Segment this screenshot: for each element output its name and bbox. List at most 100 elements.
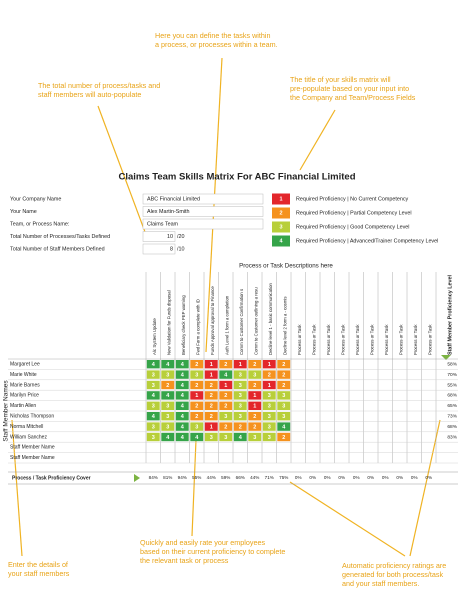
rating-cell: [146, 360, 160, 369]
staff-name: Norma Mitchell: [10, 424, 43, 430]
rating-cell: [175, 412, 189, 421]
rating-value: 4: [181, 404, 185, 410]
rating-cell: [233, 360, 247, 369]
rating-cell: [277, 380, 291, 390]
task-header: Process or Task: [427, 324, 432, 355]
rating-cell: [277, 412, 291, 421]
rating-value: 2: [282, 383, 285, 389]
rating-value: 4: [181, 372, 185, 378]
rating-value: 4: [181, 362, 185, 368]
rating-value: 3: [282, 404, 285, 410]
field-value: Claims Team: [147, 221, 179, 227]
rating-cell: [262, 370, 276, 379]
field-box: [142, 218, 264, 230]
arrow: [97, 105, 149, 241]
task-cover: 0%: [295, 475, 302, 480]
rating-value: 3: [268, 424, 271, 430]
task-header: Process or Task: [326, 324, 331, 355]
rating-value: 2: [224, 424, 227, 430]
rating-value: 2: [195, 414, 198, 420]
total-value: 8: [170, 246, 173, 252]
rating-cell: [219, 370, 233, 379]
rating-cell: [204, 360, 218, 369]
rating-value: 4: [195, 435, 199, 441]
arrow: [299, 109, 336, 171]
rating-value: 3: [239, 393, 242, 399]
rating-value: 3: [166, 424, 169, 430]
total-max: /10: [177, 246, 185, 252]
staff-score: 68%: [447, 393, 457, 399]
rating-cell: [204, 412, 218, 421]
task-header: Comm to Customer outlining a resu: [253, 287, 258, 355]
legend-swatch: [272, 207, 290, 219]
rating-value: 2: [210, 393, 213, 399]
task-header: Process or Task: [355, 324, 360, 355]
annotation-line: based on their current proficiency to co…: [140, 547, 285, 556]
arrow: [11, 419, 23, 557]
rating-value: 2: [195, 404, 198, 410]
rating-value: 4: [166, 435, 170, 441]
legend-text: Required Proficiency | No Current Compet…: [296, 196, 409, 202]
task-header: New Validation for Funds disposal: [166, 290, 171, 355]
task-cover: 0%: [425, 475, 432, 480]
annotation-line: staff members will auto-populate: [38, 90, 141, 99]
rating-cell: [262, 380, 276, 390]
field-value: ABC Financial Limited: [147, 196, 200, 202]
staff-score: 65%: [447, 403, 457, 409]
total-box: [142, 243, 176, 255]
arrow: [191, 439, 197, 537]
rating-value: 3: [239, 404, 242, 410]
task-cover: 0%: [353, 475, 360, 480]
rating-value: 2: [239, 424, 242, 430]
rating-value: 2: [224, 362, 227, 368]
task-cover: 71%: [265, 475, 274, 480]
rating-value: 3: [152, 424, 155, 430]
annotation-line: The total number of process/tasks and: [38, 81, 160, 90]
rating-value: 3: [152, 404, 155, 410]
rating-cell: [277, 401, 291, 410]
rating-value: 2: [195, 383, 198, 389]
rating-cell: [161, 432, 175, 442]
rating-cell: [219, 432, 233, 442]
task-header: Process or Task: [311, 324, 316, 355]
rating-cell: [175, 401, 189, 410]
rating-value: 1: [224, 383, 227, 389]
rating-cell: [277, 370, 291, 379]
task-cover: 75%: [279, 475, 288, 480]
field-box: [142, 193, 264, 205]
rating-cell: [161, 360, 175, 369]
rating-cell: [190, 360, 204, 369]
annotation-arrows: [11, 57, 441, 557]
rating-cell: [219, 360, 233, 369]
rating-value: 3: [268, 435, 271, 441]
rating-value: 3: [195, 424, 198, 430]
total-label: Total Number of Staff Members Defined: [10, 246, 105, 252]
rating-value: 3: [166, 372, 169, 378]
rating-cell: [233, 432, 247, 442]
rating-cell: [161, 380, 175, 390]
annotation-line: Enter the details of: [8, 560, 68, 569]
task-header: Process or Task: [384, 324, 389, 355]
annotation-line: Quickly and easily rate your employees: [140, 538, 265, 547]
rating-cell: [277, 432, 291, 442]
staff-score: 55%: [447, 382, 457, 388]
arrow: [289, 481, 406, 557]
staff-score: 73%: [447, 413, 457, 419]
rating-value: 3: [239, 383, 242, 389]
rating-value: 2: [253, 362, 256, 368]
field-label: Team, or Process Name:: [10, 221, 69, 227]
task-cover: 0%: [324, 475, 331, 480]
task-header: Process or Task: [413, 324, 418, 355]
rating-value: 1: [268, 362, 271, 368]
task-cover: 84%: [149, 475, 158, 480]
rating-value: 2: [166, 383, 169, 389]
staff-name: Marie White: [10, 372, 37, 378]
staff-score: 70%: [447, 372, 457, 378]
rating-value: 2: [210, 404, 213, 410]
rating-cell: [175, 360, 189, 369]
field-label: Your Company Name: [10, 196, 61, 202]
task-header: Process or Task: [297, 324, 302, 355]
rating-value: 3: [268, 404, 271, 410]
rating-cell: [146, 401, 160, 410]
task-header: Decline level 2 form a - cosmis: [282, 296, 287, 355]
